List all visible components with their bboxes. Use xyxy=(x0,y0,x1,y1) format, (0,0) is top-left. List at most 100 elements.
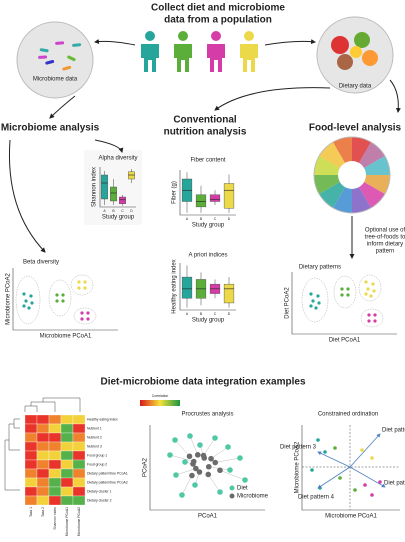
microbe xyxy=(62,65,72,71)
diet-point xyxy=(237,455,243,461)
food xyxy=(362,50,378,66)
label: Dietary patterns xyxy=(299,265,341,271)
diet-point xyxy=(225,444,231,450)
person-head xyxy=(145,31,155,41)
microbiome-point xyxy=(193,465,199,472)
link xyxy=(215,457,241,463)
heat-cell xyxy=(36,432,50,443)
food xyxy=(331,36,349,54)
heat-cell xyxy=(36,477,50,488)
person-body xyxy=(174,44,192,72)
cluster xyxy=(360,308,384,328)
heat-cell xyxy=(60,423,74,434)
diet-point xyxy=(187,433,193,439)
microbiome-point xyxy=(190,461,196,467)
point xyxy=(371,282,375,286)
heat-cell xyxy=(48,477,62,488)
person-body xyxy=(240,44,258,72)
point xyxy=(80,317,84,321)
label: Fiber content xyxy=(190,158,225,164)
point xyxy=(55,299,59,303)
heat-cell xyxy=(48,486,62,497)
label: C xyxy=(214,312,217,316)
diet-point xyxy=(172,437,178,443)
axis xyxy=(291,272,397,335)
label: Taxa 2 xyxy=(41,507,45,517)
box xyxy=(181,276,193,299)
heat-cell xyxy=(60,477,74,488)
point xyxy=(77,280,81,284)
cluster xyxy=(358,274,382,302)
label: Diet pattern 2 xyxy=(384,481,405,487)
microbiome-point xyxy=(196,469,203,475)
link xyxy=(189,435,198,455)
heat-cell xyxy=(36,423,50,434)
box xyxy=(128,171,135,180)
label: Dietary pattern/tree PCoA2 xyxy=(87,480,128,484)
diet-point xyxy=(217,489,223,495)
cluster xyxy=(70,274,94,296)
heat-cell xyxy=(36,495,50,506)
label: nutrition analysis xyxy=(164,127,247,138)
person-head xyxy=(211,31,221,41)
arrow xyxy=(264,39,316,46)
label: Microbiome PCoA2 xyxy=(6,272,12,324)
box xyxy=(209,194,221,202)
diet-point xyxy=(227,467,233,473)
label: data from a population xyxy=(164,15,272,26)
heat-cell xyxy=(24,486,38,497)
point xyxy=(55,293,59,297)
box xyxy=(110,186,117,202)
label: Microbiome PCoA2 xyxy=(295,441,301,493)
heat-cell xyxy=(24,423,38,434)
label: Study group xyxy=(102,215,135,221)
point xyxy=(316,438,320,442)
label: Healthy eating index xyxy=(172,259,178,313)
point xyxy=(83,286,87,290)
label: Diet pattern 4 xyxy=(298,495,335,501)
label: pattern xyxy=(376,249,395,255)
label: inform dietary xyxy=(367,242,403,248)
point xyxy=(367,313,371,317)
box xyxy=(223,283,235,304)
arrow xyxy=(214,87,331,111)
cluster xyxy=(15,275,41,325)
heat-cell xyxy=(72,486,86,497)
point xyxy=(366,287,370,291)
axis xyxy=(99,167,136,208)
heat-cell xyxy=(48,459,62,470)
point xyxy=(80,311,84,315)
microbe xyxy=(39,48,49,53)
heat-cell xyxy=(72,432,86,443)
label: Study group xyxy=(192,223,225,229)
label: Alpha diversity xyxy=(98,156,137,162)
food xyxy=(354,32,370,48)
axis xyxy=(149,425,265,511)
label: A xyxy=(103,209,106,213)
label: Shannon index xyxy=(53,507,57,530)
link xyxy=(169,454,194,462)
box xyxy=(101,174,108,200)
link xyxy=(203,437,216,456)
heat-cell xyxy=(24,477,38,488)
point xyxy=(364,292,368,296)
point xyxy=(340,287,344,291)
heat-cell xyxy=(36,459,50,470)
axis xyxy=(179,170,236,216)
heat-cell xyxy=(24,468,38,479)
heat-cell xyxy=(72,414,86,425)
microbiome-circle xyxy=(16,21,94,99)
label: Dietary cluster 2 xyxy=(87,498,112,502)
cluster xyxy=(73,307,97,325)
label: Food group 1 xyxy=(87,453,107,457)
heat-cell xyxy=(60,486,74,497)
point xyxy=(372,289,376,293)
axis xyxy=(12,268,118,331)
point xyxy=(369,294,373,298)
cluster xyxy=(301,277,329,323)
link xyxy=(210,446,229,459)
arrow xyxy=(94,139,124,153)
label: D xyxy=(130,209,133,213)
heat-cell xyxy=(48,468,62,479)
